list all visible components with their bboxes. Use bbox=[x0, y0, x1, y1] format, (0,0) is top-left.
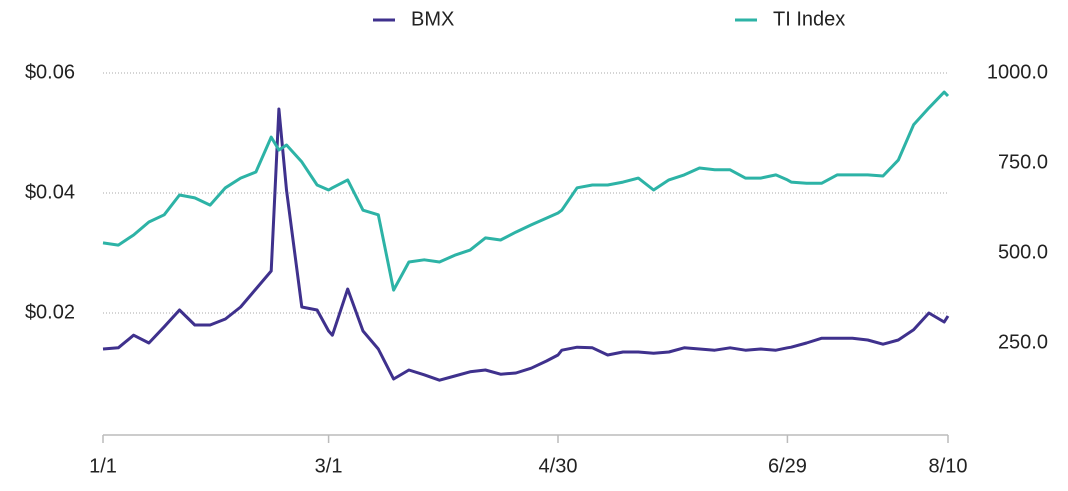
x-tick-label: 1/1 bbox=[89, 455, 117, 477]
series-line bbox=[102, 90, 950, 292]
y-tick-label: $0.06 bbox=[25, 61, 75, 83]
y-tick-label: $0.04 bbox=[25, 181, 75, 203]
y-tick-label: $0.02 bbox=[25, 301, 75, 323]
x-tick-label: 8/10 bbox=[929, 455, 968, 477]
x-tick-label: 3/1 bbox=[315, 455, 343, 477]
series-line bbox=[102, 107, 950, 382]
x-tick-label: 6/29 bbox=[768, 455, 807, 477]
x-tick-label: 4/30 bbox=[539, 455, 578, 477]
y2-tick-label: 750.0 bbox=[998, 151, 1048, 173]
legend-label: TI Index bbox=[773, 8, 845, 30]
legend-label: BMX bbox=[411, 8, 454, 30]
y2-tick-label: 250.0 bbox=[998, 331, 1048, 353]
y2-tick-label: 500.0 bbox=[998, 241, 1048, 263]
y2-tick-label: 1000.0 bbox=[987, 61, 1048, 83]
